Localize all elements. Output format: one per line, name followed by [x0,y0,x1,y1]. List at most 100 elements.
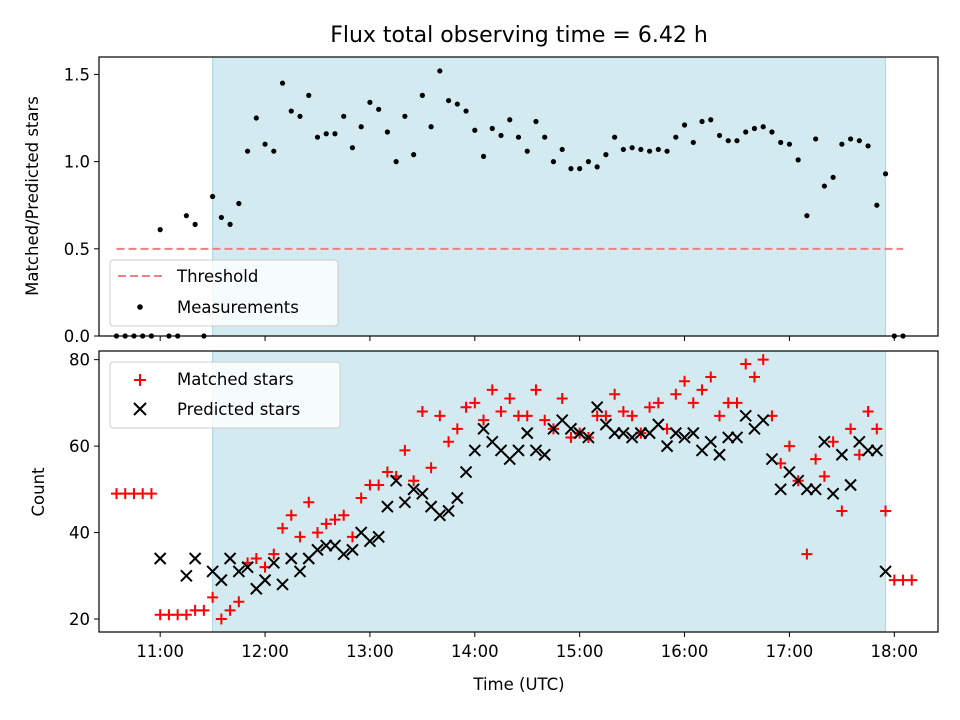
predicted-star-point [713,448,726,461]
matched-star-point [705,371,717,383]
matched-star-point [871,423,883,435]
measurement-point [821,183,827,189]
predicted-star-point [512,444,525,457]
bottom-legend: Matched stars Predicted stars [109,361,341,429]
top-legend-box [109,259,339,327]
measurement-point [690,139,696,146]
measurement-point [262,141,268,147]
measurement-point [603,152,609,158]
matched-star-point [399,444,411,456]
y-tick-label: 1.5 [64,65,90,84]
measurement-point [411,152,417,158]
predicted-star-point [215,573,228,587]
matched-star-point [783,440,795,452]
matched-star-point [757,354,769,366]
measurement-point [830,174,836,180]
matched-star-point [207,591,219,603]
y-tick-label: 1.0 [64,153,90,172]
y-tick-label: 40 [69,524,90,543]
measurement-point [856,138,862,144]
measurement-point [725,138,731,144]
measurement-point [437,68,443,74]
matched-star-point [670,388,682,400]
measurement-point [813,136,819,142]
measurement-point [349,145,356,151]
measurement-point [708,117,714,123]
measurement-point [655,146,661,153]
measurement-point [874,202,880,208]
measurement-point [244,148,251,154]
predicted-star-point [153,552,167,565]
measurement-point [629,145,635,151]
measurement-point [314,134,321,140]
matched-star-point [224,604,236,616]
predicted-star-point [844,478,857,492]
chart-title: Flux total observing time = 6.42 h [330,23,708,48]
measurement-point [716,132,723,139]
measurement-point [463,108,469,114]
predicted-star-point [407,483,420,496]
measurement-point [297,113,303,119]
measurement-point [568,166,574,172]
measurement-point [848,136,854,142]
measurement-point [734,138,740,144]
measurement-point [306,92,312,98]
matched-star-point [906,574,918,586]
measurement-point [620,146,626,153]
matched-star-point [810,453,822,465]
predicted-star-point [311,543,324,557]
matched-star-point [416,406,428,418]
matched-star-point [731,397,743,409]
top-marks [113,68,906,339]
matched-star-point [443,436,455,448]
x-tick-label: 14:00 [451,642,499,661]
measurement-point [428,124,434,130]
matched-star-point [381,466,393,478]
predicted-star-point [232,565,246,578]
predicted-star-point [267,556,280,570]
measurement-point [577,166,583,172]
x-tick-label: 12:00 [241,642,289,661]
measurement-point [559,146,565,153]
bottom-y-ticks: 20 40 60 80 [69,351,99,629]
matched-star-point [801,548,813,560]
matched-star-point [530,384,542,396]
matched-star-point [355,492,367,504]
x-axis-label: Time (UTC) [472,675,564,694]
measurement-point [419,92,425,98]
matched-star-point [469,397,481,409]
legend-predicted-label: Predicted stars [177,400,300,419]
matched-star-point [626,410,638,422]
top-x-ticks [159,336,895,341]
predicted-star-point [757,413,770,427]
predicted-star-point [285,552,298,565]
measurement-point [454,101,460,107]
matched-star-point [652,397,664,409]
predicted-star-point [389,474,403,487]
predicted-star-point [372,530,385,544]
predicted-star-point [730,431,744,444]
measurement-point [402,113,408,119]
matched-star-point [329,514,341,526]
measurement-point [585,159,592,165]
legend-matched-label: Matched stars [177,370,294,389]
measurement-point [384,129,391,135]
predicted-star-point [704,435,717,448]
measurement-point [786,141,793,147]
matched-star-point [268,548,280,560]
measurement-point [288,108,294,114]
bottom-marks [110,354,918,625]
matched-star-point [845,423,857,435]
predicted-star-point [521,426,534,440]
predicted-star-point [398,496,412,509]
bottom-legend-box [109,361,341,429]
top-axes-frame [98,56,939,337]
measurement-point [612,134,618,140]
y-tick-label: 20 [69,610,90,629]
measurement-point [646,148,653,154]
matched-star-point [504,393,516,405]
matched-star-point [277,522,289,534]
measurement-point [367,99,373,105]
